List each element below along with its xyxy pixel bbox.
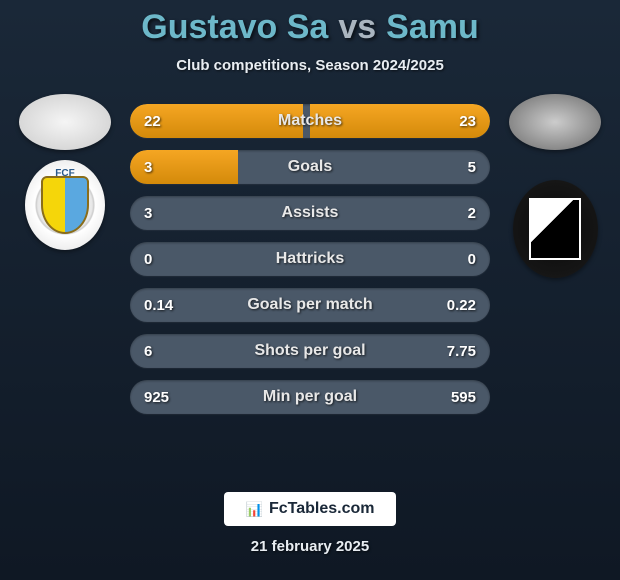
footer-date: 21 february 2025 (251, 538, 369, 555)
stat-value-right: 5 (468, 150, 476, 184)
club1-text: FCF (55, 168, 74, 179)
page-title: Gustavo Sa vs Samu (0, 8, 620, 47)
player1-avatar (19, 94, 111, 150)
stat-label: Goals (130, 150, 490, 184)
stat-label: Min per goal (130, 380, 490, 414)
content: FCF 2223Matches35Goals32Assists00Hattric… (0, 74, 620, 414)
stat-label: Shots per goal (130, 334, 490, 368)
player2-name: Samu (386, 8, 479, 47)
stat-value-left: 3 (144, 150, 152, 184)
stat-row: 22 23Matches (130, 104, 490, 138)
stat-label: Goals per match (130, 288, 490, 322)
player2-avatar (509, 94, 601, 150)
stat-value-right: 7.75 (447, 334, 476, 368)
stat-row: 0 0Hattricks (130, 242, 490, 276)
left-column: FCF (5, 94, 125, 250)
stat-value-right: 0.22 (447, 288, 476, 322)
footer: 📊 FcTables.com 21 february 2025 (0, 492, 620, 555)
player1-club-badge: FCF (25, 160, 105, 250)
stat-value-left: 0.14 (144, 288, 173, 322)
stat-label: Matches (130, 104, 490, 138)
stat-row: 3 5Goals (130, 150, 490, 184)
brand-text: FcTables.com (269, 500, 375, 518)
header: Gustavo Sa vs Samu Club competitions, Se… (0, 0, 620, 74)
stat-label: Assists (130, 196, 490, 230)
vs-label: vs (338, 8, 376, 47)
stat-bars: 2223Matches35Goals32Assists00Hattricks0.… (125, 94, 495, 414)
subtitle: Club competitions, Season 2024/2025 (0, 57, 620, 74)
stat-value-right: 23 (459, 104, 476, 138)
player2-club-badge (513, 180, 598, 278)
stat-row: 925 595Min per goal (130, 380, 490, 414)
stat-row: 0.14 0.22Goals per match (130, 288, 490, 322)
stat-value-left: 925 (144, 380, 169, 414)
brand-badge[interactable]: 📊 FcTables.com (224, 492, 397, 526)
player1-name: Gustavo Sa (141, 8, 328, 47)
shield-icon (41, 176, 89, 234)
right-column (495, 94, 615, 278)
shield-icon (529, 198, 581, 260)
stat-value-right: 595 (451, 380, 476, 414)
stat-value-left: 0 (144, 242, 152, 276)
stat-value-left: 6 (144, 334, 152, 368)
stat-value-right: 0 (468, 242, 476, 276)
stat-label: Hattricks (130, 242, 490, 276)
chart-icon: 📊 (246, 501, 263, 518)
stat-value-left: 22 (144, 104, 161, 138)
stat-row: 6 7.75Shots per goal (130, 334, 490, 368)
stat-value-left: 3 (144, 196, 152, 230)
stat-value-right: 2 (468, 196, 476, 230)
stat-row: 3 2Assists (130, 196, 490, 230)
